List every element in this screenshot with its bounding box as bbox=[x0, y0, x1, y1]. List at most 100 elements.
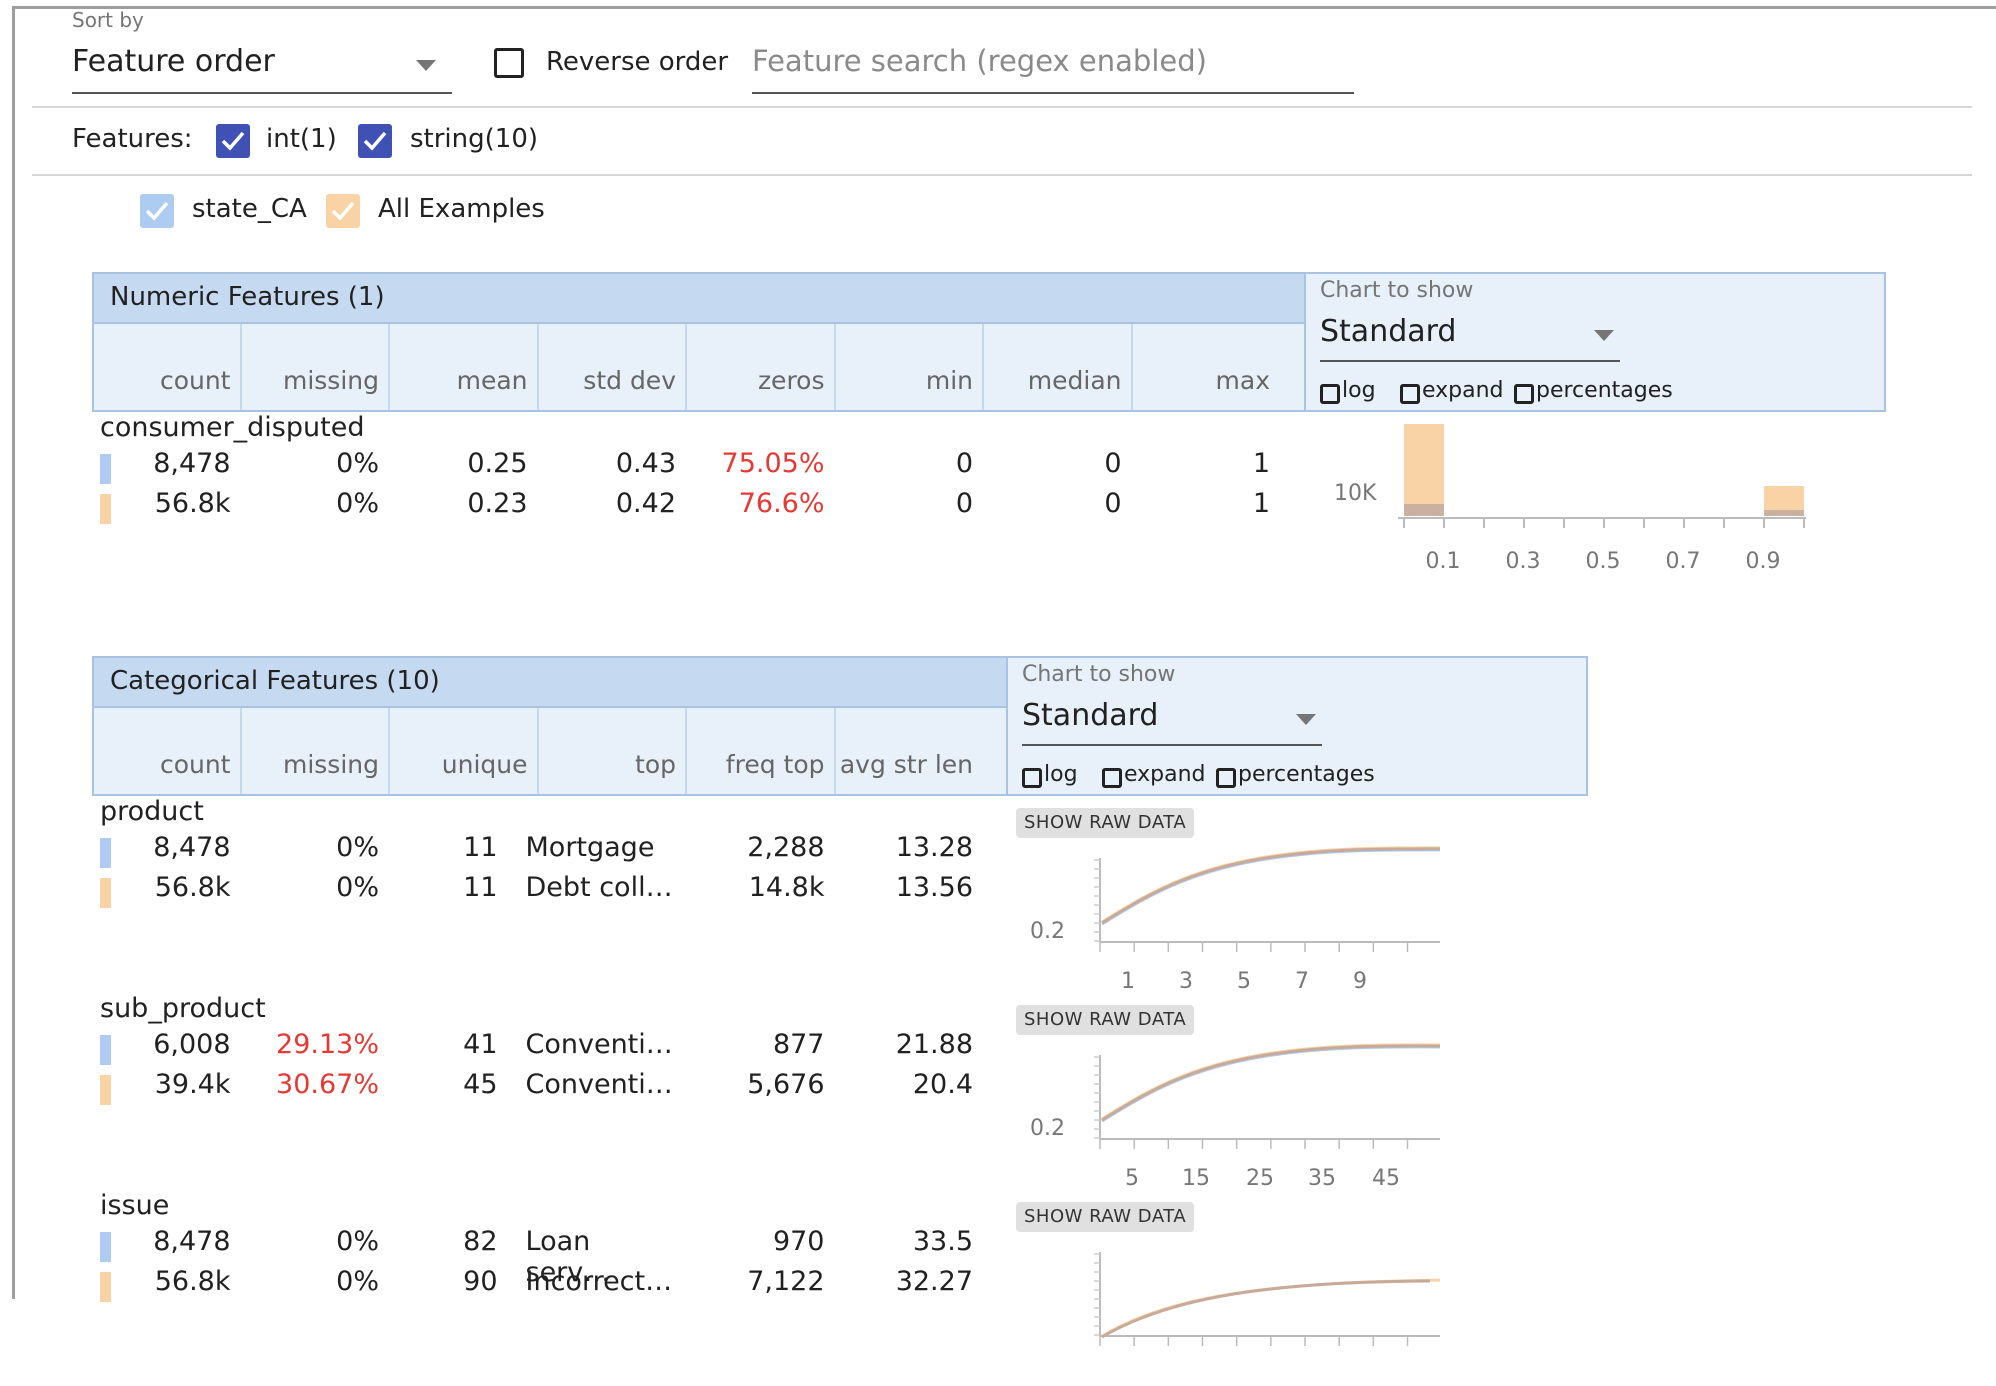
feature-search-input[interactable]: Feature search (regex enabled) bbox=[752, 40, 1354, 94]
check-icon bbox=[331, 201, 355, 221]
categorical-table-title: Categorical Features (10) bbox=[110, 666, 440, 696]
column-header-max[interactable]: max bbox=[1215, 366, 1270, 395]
column-header-count[interactable]: count bbox=[159, 750, 231, 779]
column-separator bbox=[239, 708, 242, 794]
string-type-checkbox[interactable] bbox=[358, 124, 392, 158]
divider bbox=[32, 106, 1972, 108]
column-header-zeros[interactable]: zeros bbox=[757, 366, 825, 395]
chart-to-show-label: Chart to show bbox=[1022, 662, 1176, 687]
sort-by-dropdown[interactable]: Feature order bbox=[72, 40, 452, 94]
cell-unique: 45 bbox=[463, 1069, 498, 1100]
cell-count: 8,478 bbox=[153, 832, 231, 863]
column-separator bbox=[982, 324, 984, 410]
histogram-chart: 10K 0.1 0.3 0.5 0.7 0.9 bbox=[1334, 424, 1806, 574]
percentages-checkbox[interactable] bbox=[1216, 768, 1236, 788]
cell-top: Mortgage bbox=[525, 832, 655, 863]
column-separator bbox=[833, 324, 836, 410]
check-icon bbox=[363, 131, 387, 151]
cell-missing: 29.13% bbox=[276, 1029, 379, 1060]
string-type-label: string(10) bbox=[410, 124, 539, 154]
show-raw-data-button[interactable]: SHOW RAW DATA bbox=[1016, 808, 1195, 838]
column-separator bbox=[1130, 324, 1133, 410]
column-header-min[interactable]: min bbox=[925, 366, 973, 395]
cdf-line-overlap bbox=[1101, 1279, 1431, 1339]
column-header-missing[interactable]: missing bbox=[282, 366, 379, 395]
column-header-missing[interactable]: missing bbox=[282, 750, 379, 779]
log-checkbox[interactable] bbox=[1022, 768, 1042, 788]
percentages-checkbox[interactable] bbox=[1514, 384, 1534, 404]
cell-missing: 0% bbox=[336, 872, 379, 903]
column-header-top[interactable]: top bbox=[635, 750, 676, 779]
cumulative-distribution-chart bbox=[1094, 1252, 1440, 1346]
column-separator bbox=[239, 324, 242, 410]
features-label: Features: bbox=[72, 124, 193, 154]
y-axis-label: 10K bbox=[1334, 481, 1377, 506]
show-raw-data-button[interactable]: SHOW RAW DATA bbox=[1016, 1005, 1195, 1035]
x-tick-label: 7 bbox=[1295, 969, 1309, 992]
column-header-median[interactable]: median bbox=[1027, 366, 1122, 395]
cell-top: Loan serv… bbox=[525, 1226, 611, 1288]
cell-zeros: 75.05% bbox=[721, 448, 825, 479]
legend-swatch-state-ca[interactable] bbox=[140, 194, 174, 228]
chart-type-dropdown[interactable]: Standard bbox=[1320, 310, 1620, 362]
cell-max: 1 bbox=[1252, 448, 1270, 479]
column-header-avg-str-len[interactable]: avg str len bbox=[839, 750, 973, 779]
histogram-bar-state-ca bbox=[1404, 504, 1444, 516]
cell-freq-top: 5,676 bbox=[747, 1069, 825, 1100]
cumulative-distribution-chart: 0.2 1 3 5 7 9 bbox=[1030, 846, 1440, 992]
x-tick-label: 0.7 bbox=[1666, 549, 1701, 574]
cell-count: 56.8k bbox=[154, 488, 231, 519]
x-tick-label: 5 bbox=[1237, 969, 1251, 992]
cell-unique: 41 bbox=[463, 1029, 498, 1060]
expand-checkbox[interactable] bbox=[1102, 768, 1122, 788]
cell-mean: 0.23 bbox=[467, 488, 528, 519]
column-header-std-dev[interactable]: std dev bbox=[583, 366, 676, 395]
cell-mean: 0.25 bbox=[467, 448, 528, 479]
x-tick-label: 5 bbox=[1125, 1166, 1139, 1189]
cell-top: Debt coll… bbox=[525, 872, 673, 903]
cell-unique: 11 bbox=[463, 832, 498, 863]
expand-checkbox[interactable] bbox=[1400, 384, 1420, 404]
chevron-down-icon bbox=[1296, 714, 1316, 725]
categorical-table-header: Categorical Features (10) bbox=[92, 656, 1008, 708]
x-tick-label: 3 bbox=[1179, 969, 1193, 992]
cell-min: 0 bbox=[955, 448, 973, 479]
cell-avg-str-len: 33.5 bbox=[912, 1226, 973, 1257]
chart-type-dropdown[interactable]: Standard bbox=[1022, 694, 1322, 746]
cell-freq-top: 877 bbox=[772, 1029, 825, 1060]
cell-min: 0 bbox=[955, 488, 973, 519]
cell-count: 8,478 bbox=[153, 1226, 231, 1257]
reverse-order-checkbox[interactable] bbox=[494, 48, 524, 78]
column-header-mean[interactable]: mean bbox=[456, 366, 528, 395]
int-type-checkbox[interactable] bbox=[216, 124, 250, 158]
feature-name: consumer_disputed bbox=[100, 412, 365, 443]
divider bbox=[32, 174, 1972, 176]
sort-by-value: Feature order bbox=[72, 44, 275, 79]
cell-missing: 0% bbox=[336, 832, 379, 863]
x-tick-label: 0.9 bbox=[1746, 549, 1781, 574]
column-separator bbox=[388, 324, 390, 410]
series-swatch-state-ca bbox=[100, 1035, 111, 1065]
feature-name: sub_product bbox=[100, 993, 266, 1024]
legend-label-all-examples: All Examples bbox=[378, 194, 545, 224]
check-icon bbox=[221, 131, 245, 151]
cell-median: 0 bbox=[1104, 488, 1122, 519]
cell-avg-str-len: 13.56 bbox=[895, 872, 973, 903]
cell-freq-top: 14.8k bbox=[748, 872, 825, 903]
log-checkbox[interactable] bbox=[1320, 384, 1340, 404]
series-swatch-all-examples bbox=[100, 494, 111, 524]
legend-swatch-all-examples[interactable] bbox=[326, 194, 360, 228]
numeric-chart-controls: Chart to show Standard log expand percen… bbox=[1304, 272, 1886, 412]
show-raw-data-button[interactable]: SHOW RAW DATA bbox=[1016, 1202, 1195, 1232]
cumulative-distribution-chart: 0.2 5 15 25 35 45 bbox=[1030, 1043, 1440, 1189]
cell-missing: 0% bbox=[336, 1226, 379, 1257]
column-header-count[interactable]: count bbox=[159, 366, 231, 395]
column-separator bbox=[685, 708, 687, 794]
column-header-unique[interactable]: unique bbox=[441, 750, 528, 779]
numeric-column-header-row bbox=[92, 322, 1306, 412]
legend-label-state-ca: state_CA bbox=[192, 194, 307, 224]
column-separator bbox=[388, 708, 390, 794]
cell-unique: 82 bbox=[463, 1226, 498, 1257]
column-header-freq-top[interactable]: freq top bbox=[725, 750, 825, 779]
feature-name: product bbox=[100, 796, 204, 827]
